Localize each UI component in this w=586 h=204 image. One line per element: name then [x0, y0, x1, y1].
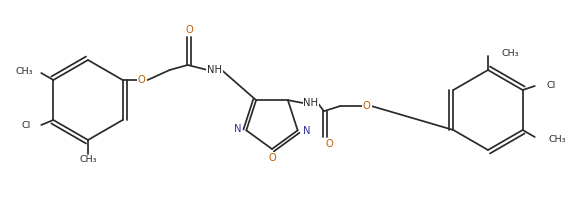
Text: N: N [234, 124, 241, 134]
Text: CH₃: CH₃ [548, 134, 566, 143]
Text: CH₃: CH₃ [15, 67, 33, 76]
Text: O: O [186, 25, 193, 35]
Text: O: O [268, 153, 276, 163]
Text: NH: NH [207, 65, 222, 75]
Text: N: N [303, 126, 311, 136]
Text: Cl: Cl [22, 121, 31, 130]
Text: O: O [363, 101, 371, 111]
Text: Cl: Cl [547, 82, 556, 91]
Text: O: O [326, 139, 334, 149]
Text: CH₃: CH₃ [79, 155, 97, 164]
Text: O: O [138, 75, 145, 85]
Text: NH: NH [304, 98, 318, 108]
Text: CH₃: CH₃ [502, 50, 520, 59]
